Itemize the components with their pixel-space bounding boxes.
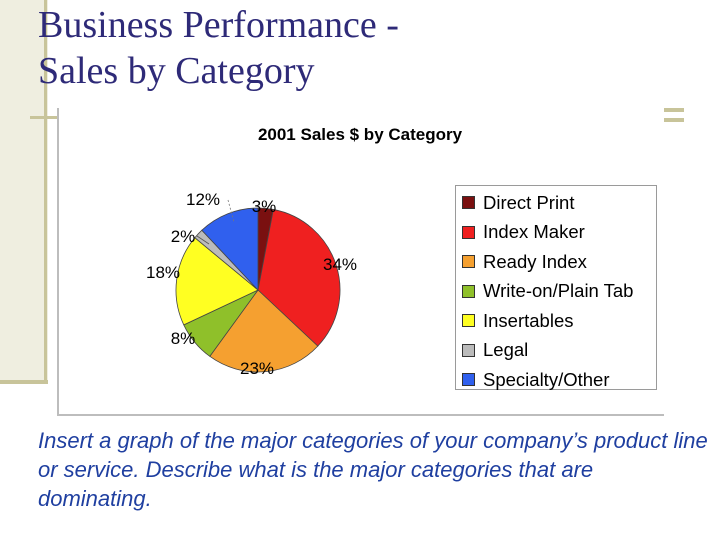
legend-label: Specialty/Other bbox=[483, 368, 610, 390]
legend-item: Index Maker bbox=[462, 218, 656, 248]
legend-swatch bbox=[462, 343, 475, 357]
slide-caption: Insert a graph of the major categories o… bbox=[38, 428, 708, 511]
legend-swatch bbox=[462, 284, 475, 298]
decorative-horizontal-rule bbox=[30, 116, 60, 119]
slide-title: Business Performance - Sales by Category bbox=[38, 2, 678, 94]
legend-swatch bbox=[462, 314, 475, 328]
slice-percent-label: 8% bbox=[171, 329, 196, 348]
pie-slice-index-maker bbox=[257, 208, 341, 347]
legend-item: Direct Print bbox=[462, 188, 656, 218]
decorative-side-bar bbox=[0, 0, 48, 382]
legend-swatch bbox=[462, 373, 475, 387]
pie-slice-ready-index bbox=[209, 289, 319, 373]
slide-title-line-1: Business Performance - bbox=[38, 4, 399, 46]
legend-swatch bbox=[462, 196, 475, 210]
decorative-vertical-rule bbox=[44, 0, 47, 382]
legend-item: Write-on/Plain Tab bbox=[462, 277, 656, 307]
slide-title-line-2: Sales by Category bbox=[38, 50, 315, 92]
leader-line-legal bbox=[196, 235, 210, 245]
decorative-right-rule-bottom bbox=[662, 118, 684, 122]
legend-label: Index Maker bbox=[483, 221, 585, 243]
slice-percent-label: 2% bbox=[171, 227, 196, 246]
slice-percent-label: 3% bbox=[252, 197, 277, 216]
legend-swatch bbox=[462, 255, 475, 269]
legend-label: Insertables bbox=[483, 309, 574, 331]
legend-label: Direct Print bbox=[483, 191, 575, 213]
legend-item: Insertables bbox=[462, 306, 656, 336]
legend-item: Ready Index bbox=[462, 247, 656, 277]
legend-label: Write-on/Plain Tab bbox=[483, 280, 634, 302]
slice-percent-label: 23% bbox=[240, 359, 274, 378]
legend-swatch bbox=[462, 225, 475, 239]
chart-legend: Direct Print Index Maker Ready Index Write-… bbox=[455, 185, 657, 390]
slice-percent-label: 12% bbox=[186, 190, 220, 209]
slice-percent-label: 18% bbox=[146, 263, 180, 282]
pie-slice-insertables bbox=[175, 237, 259, 326]
legend-item: Specialty/Other bbox=[462, 365, 656, 395]
chart-title: 2001 Sales $ by Category bbox=[258, 125, 463, 144]
decorative-bottom-rule bbox=[0, 380, 48, 384]
legend-label: Ready Index bbox=[483, 250, 587, 272]
legend-item: Legal bbox=[462, 336, 656, 366]
decorative-right-rule-top bbox=[662, 108, 684, 112]
legend-label: Legal bbox=[483, 339, 529, 361]
pie-slice-specialty-other bbox=[201, 207, 259, 292]
slice-percent-label: 34% bbox=[323, 255, 357, 274]
